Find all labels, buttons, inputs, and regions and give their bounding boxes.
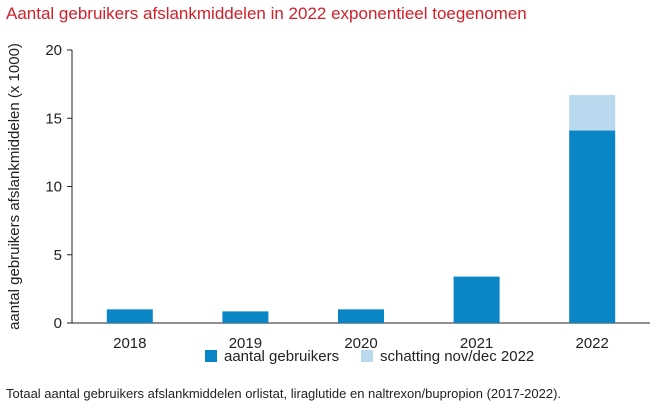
bar-chart: 0 5 10 15 20 aantal gebruikers afslankmiddele…: [6, 42, 650, 365]
bar-estimate: [569, 95, 616, 131]
y-axis-label: aantal gebruikers afslankmiddelen (x 100…: [6, 43, 23, 330]
y-tick-label: 15: [45, 110, 62, 127]
legend-label: schatting nov/dec 2022: [380, 348, 534, 365]
legend-swatch: [361, 350, 373, 362]
chart-title: Aantal gebruikers afslankmiddelen in 202…: [6, 4, 527, 23]
legend-label: aantal gebruikers: [224, 348, 339, 365]
x-tick-label: 2021: [460, 335, 493, 352]
bar-users: [106, 309, 153, 323]
x-tick-label: 2022: [576, 335, 609, 352]
x-tick-label: 2019: [229, 335, 262, 352]
x-tick-label: 2020: [344, 335, 377, 352]
y-tick-label: 20: [45, 42, 62, 59]
x-tick-label: 2018: [113, 335, 146, 352]
y-tick-label: 10: [45, 179, 62, 196]
bar-users: [569, 130, 616, 323]
y-tick-label: 5: [54, 247, 62, 264]
y-tick-label: 0: [54, 315, 62, 332]
bar-users: [222, 311, 269, 323]
bar-users: [453, 276, 500, 323]
legend-swatch: [205, 350, 217, 362]
bar-users: [338, 309, 384, 323]
chart-caption: Totaal aantal gebruikers afslankmiddelen…: [6, 386, 562, 401]
